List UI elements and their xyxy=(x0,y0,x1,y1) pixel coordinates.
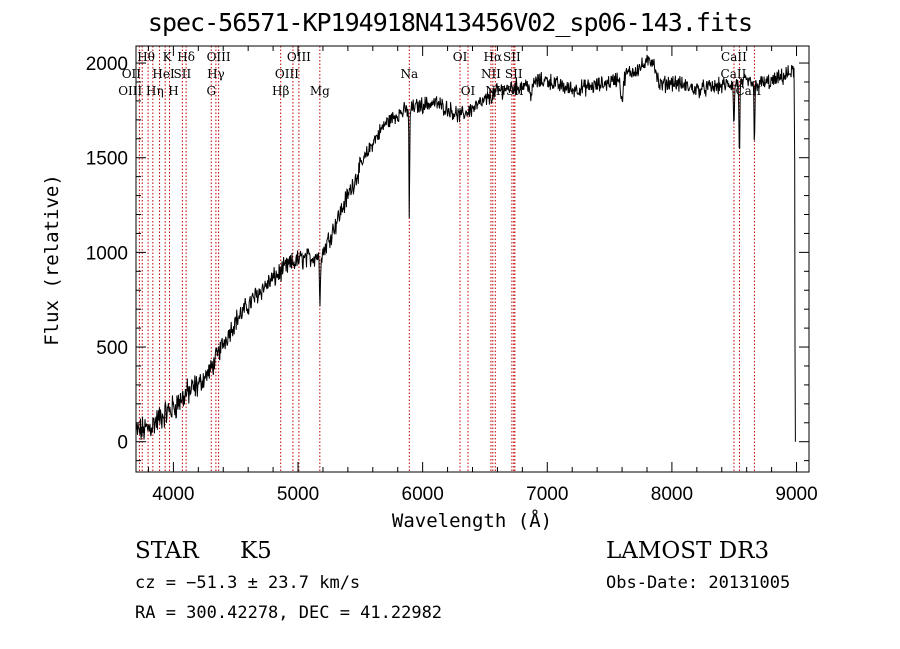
x-tick-label: 4000 xyxy=(152,484,194,505)
line-marker-label: OI xyxy=(461,84,476,98)
survey-name: LAMOST DR3 xyxy=(606,538,770,564)
y-tick-label: 1500 xyxy=(86,149,128,170)
y-tick-label: 2000 xyxy=(86,54,128,75)
line-marker-label: HeI xyxy=(152,67,175,81)
line-marker-label: Hδ xyxy=(177,50,195,64)
line-marker-label: OIII xyxy=(207,50,231,64)
x-tick-label: 7000 xyxy=(526,484,568,505)
line-marker-label: SII xyxy=(174,67,192,81)
line-marker-label: OIII xyxy=(118,84,142,98)
redshift-cz: cz = −51.3 ± 23.7 km/s xyxy=(135,573,361,593)
x-tick-label: 6000 xyxy=(402,484,444,505)
y-tick-label: 0 xyxy=(117,433,128,454)
line-marker-label: K xyxy=(163,50,173,64)
line-marker-label: CaII xyxy=(721,50,747,64)
line-marker-label: OIII xyxy=(275,67,299,81)
line-marker-label: H xyxy=(168,84,178,98)
plot-frame xyxy=(135,45,810,473)
x-tick-label: 5000 xyxy=(277,484,319,505)
line-marker-label: Mg xyxy=(310,84,330,98)
object-class: STAR xyxy=(135,538,199,564)
x-tick-label: 8000 xyxy=(651,484,693,505)
line-marker-labels-group: OIIOIIIHθHηHeIKHSIIHδGHγOIIIHβOIIIOIIIMg… xyxy=(118,50,761,98)
line-marker-label: G xyxy=(206,84,216,98)
x-tick-label: 9000 xyxy=(775,484,817,505)
y-tick-label: 1000 xyxy=(86,243,128,264)
axis-ticks-group xyxy=(136,46,809,472)
ra-dec: RA = 300.42278, DEC = 41.22982 xyxy=(135,603,443,623)
line-marker-label: OI xyxy=(453,50,468,64)
line-marker-label: Hα xyxy=(484,50,503,64)
spectrum-line xyxy=(135,54,796,442)
y-axis-label: Flux (relative) xyxy=(41,174,63,346)
x-axis-label: Wavelength (Å) xyxy=(392,509,552,532)
line-marker-label: Na xyxy=(400,67,418,81)
line-marker-label: NII xyxy=(481,67,501,81)
line-marker-label: SII xyxy=(503,50,521,64)
y-tick-label: 500 xyxy=(96,338,128,359)
obs-date: Obs-Date: 20131005 xyxy=(606,573,791,593)
line-marker-label: OIII xyxy=(287,50,311,64)
chart-title: spec-56571-KP194918N413456V02_sp06-143.f… xyxy=(147,8,753,37)
line-marker-label: Hγ xyxy=(207,67,225,81)
line-markers-group xyxy=(138,46,755,472)
line-marker-label: Hθ xyxy=(137,50,155,64)
line-marker-label: SII xyxy=(505,67,523,81)
line-marker-label: Hη xyxy=(146,84,164,98)
line-marker-label: CaII xyxy=(721,67,747,81)
tick-labels-group: 4000 5000 6000 7000 8000 9000 0 500 1000 1500 2000 xyxy=(86,54,818,505)
line-marker-label: Hβ xyxy=(272,84,289,98)
object-subclass: K5 xyxy=(240,538,272,564)
